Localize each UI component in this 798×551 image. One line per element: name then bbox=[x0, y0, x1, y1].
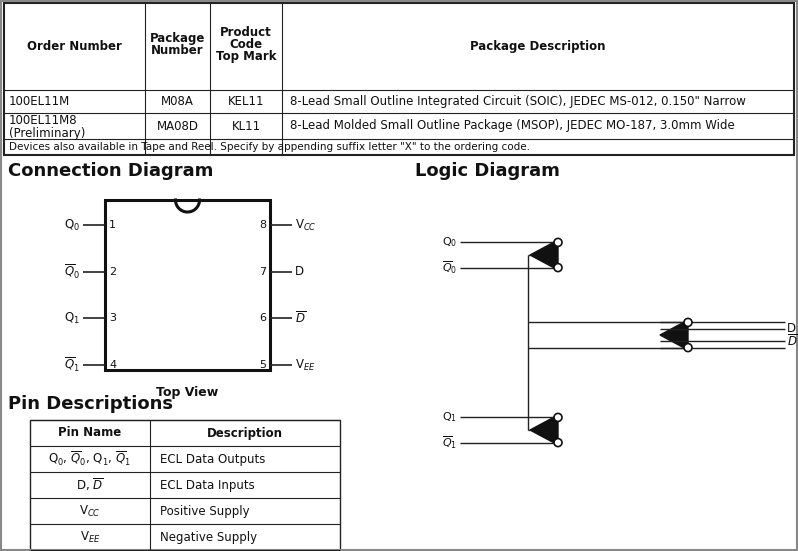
Text: ECL Data Inputs: ECL Data Inputs bbox=[160, 478, 255, 491]
Text: D: D bbox=[295, 265, 304, 278]
Text: Product: Product bbox=[220, 26, 272, 39]
Text: Pin Name: Pin Name bbox=[58, 426, 121, 440]
Circle shape bbox=[684, 318, 692, 326]
Text: Positive Supply: Positive Supply bbox=[160, 505, 250, 517]
Circle shape bbox=[684, 344, 692, 352]
Text: Code: Code bbox=[230, 38, 263, 51]
Text: ECL Data Outputs: ECL Data Outputs bbox=[160, 452, 266, 466]
Text: 5: 5 bbox=[259, 360, 266, 370]
Text: Q$_1$: Q$_1$ bbox=[442, 410, 457, 424]
Text: V$_{EE}$: V$_{EE}$ bbox=[295, 358, 315, 372]
Text: $\overline{Q}_1$: $\overline{Q}_1$ bbox=[442, 434, 457, 451]
Text: 8-Lead Small Outline Integrated Circuit (SOIC), JEDEC MS-012, 0.150" Narrow: 8-Lead Small Outline Integrated Circuit … bbox=[290, 95, 746, 108]
Bar bbox=[4, 3, 794, 155]
Text: Description: Description bbox=[207, 426, 283, 440]
Text: D, $\overline{D}$: D, $\overline{D}$ bbox=[77, 477, 104, 494]
Text: Q$_0$, $\overline{Q}_0$, Q$_1$, $\overline{Q}_1$: Q$_0$, $\overline{Q}_0$, Q$_1$, $\overli… bbox=[49, 450, 132, 468]
Text: (Preliminary): (Preliminary) bbox=[9, 127, 85, 139]
Bar bbox=[30, 420, 340, 550]
Text: 8: 8 bbox=[259, 220, 266, 230]
Text: 7: 7 bbox=[259, 267, 266, 277]
Text: V$_{CC}$: V$_{CC}$ bbox=[295, 218, 317, 233]
Text: Number: Number bbox=[151, 44, 203, 57]
Text: $\overline{Q}_0$: $\overline{Q}_0$ bbox=[442, 260, 457, 276]
Circle shape bbox=[554, 439, 562, 447]
Text: $\overline{Q}_0$: $\overline{Q}_0$ bbox=[64, 263, 80, 280]
Text: Q$_0$: Q$_0$ bbox=[64, 218, 80, 233]
Text: Order Number: Order Number bbox=[27, 40, 122, 53]
Polygon shape bbox=[660, 320, 688, 350]
Text: 4: 4 bbox=[109, 360, 117, 370]
Text: $\overline{D}$: $\overline{D}$ bbox=[295, 311, 306, 326]
Text: KL11: KL11 bbox=[231, 120, 261, 132]
Text: MA08D: MA08D bbox=[156, 120, 199, 132]
Text: Package Description: Package Description bbox=[470, 40, 606, 53]
Text: Logic Diagram: Logic Diagram bbox=[415, 162, 560, 180]
Text: Q$_0$: Q$_0$ bbox=[442, 235, 457, 249]
Text: $\overline{D}$: $\overline{D}$ bbox=[787, 333, 798, 349]
Circle shape bbox=[554, 263, 562, 272]
Text: Negative Supply: Negative Supply bbox=[160, 531, 257, 543]
Text: Package: Package bbox=[150, 32, 205, 45]
Text: Devices also available in Tape and Reel. Specify by appending suffix letter "X" : Devices also available in Tape and Reel.… bbox=[9, 142, 530, 152]
Text: M08A: M08A bbox=[161, 95, 194, 108]
Text: 1: 1 bbox=[109, 220, 116, 230]
Text: 100EL11M8: 100EL11M8 bbox=[9, 115, 77, 127]
Text: Connection Diagram: Connection Diagram bbox=[8, 162, 213, 180]
Circle shape bbox=[554, 413, 562, 422]
Text: 3: 3 bbox=[109, 314, 116, 323]
Text: Pin Descriptions: Pin Descriptions bbox=[8, 395, 173, 413]
Text: Top View: Top View bbox=[156, 386, 219, 399]
Text: V$_{CC}$: V$_{CC}$ bbox=[79, 504, 101, 518]
Text: $\overline{Q}_1$: $\overline{Q}_1$ bbox=[64, 356, 80, 374]
Text: KEL11: KEL11 bbox=[227, 95, 264, 108]
Text: V$_{EE}$: V$_{EE}$ bbox=[80, 530, 101, 544]
Text: 6: 6 bbox=[259, 314, 266, 323]
Text: Q$_1$: Q$_1$ bbox=[64, 311, 80, 326]
Polygon shape bbox=[530, 415, 558, 445]
Text: 2: 2 bbox=[109, 267, 117, 277]
Circle shape bbox=[554, 239, 562, 246]
Text: 8-Lead Molded Small Outline Package (MSOP), JEDEC MO-187, 3.0mm Wide: 8-Lead Molded Small Outline Package (MSO… bbox=[290, 120, 735, 132]
Text: Top Mark: Top Mark bbox=[215, 50, 276, 63]
Text: 100EL11M: 100EL11M bbox=[9, 95, 70, 108]
Bar bbox=[105, 200, 270, 370]
Text: D: D bbox=[787, 322, 796, 336]
Polygon shape bbox=[530, 240, 558, 270]
